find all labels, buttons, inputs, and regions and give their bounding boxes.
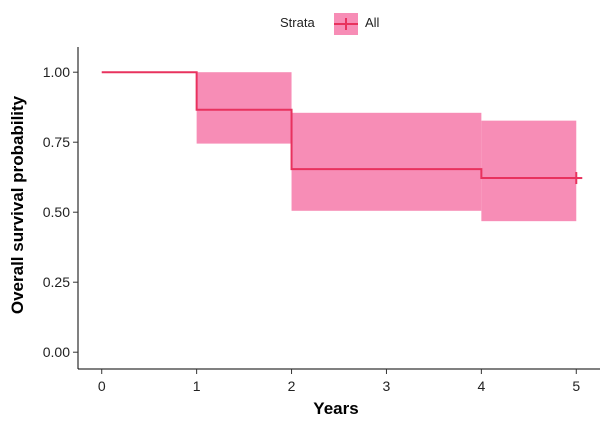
plot-area: [101, 71, 583, 222]
y-tick-label: 1.00: [43, 64, 70, 80]
y-tick-label: 0.25: [43, 274, 70, 290]
legend-entry-all: All: [365, 15, 380, 30]
censor-mark-0: [570, 172, 583, 185]
y-tick-label: 0.50: [43, 204, 70, 220]
confidence-bands: [196, 72, 577, 222]
x-tick-label: 5: [572, 378, 580, 394]
x-tick-label: 1: [193, 378, 201, 394]
legend-title: Strata: [280, 15, 315, 30]
y-axis-title: Overall survival probability: [8, 95, 27, 314]
survival-curve: [101, 71, 577, 180]
confidence-band-3: [481, 120, 577, 222]
y-axis-ticks: 0.00 0.25 0.50 0.75 1.00: [43, 64, 78, 360]
x-axis-ticks: 0 1 2 3 4 5: [98, 369, 580, 394]
legend: Strata All: [280, 13, 380, 35]
x-tick-label: 4: [477, 378, 485, 394]
x-tick-label: 3: [383, 378, 391, 394]
y-tick-label: 0.00: [43, 344, 70, 360]
y-tick-label: 0.75: [43, 134, 70, 150]
confidence-band-1: [196, 72, 292, 144]
censor-marks: [570, 172, 583, 185]
confidence-band-2: [291, 112, 482, 211]
x-tick-label: 2: [288, 378, 296, 394]
x-tick-label: 0: [98, 378, 106, 394]
x-axis-title: Years: [313, 399, 358, 418]
